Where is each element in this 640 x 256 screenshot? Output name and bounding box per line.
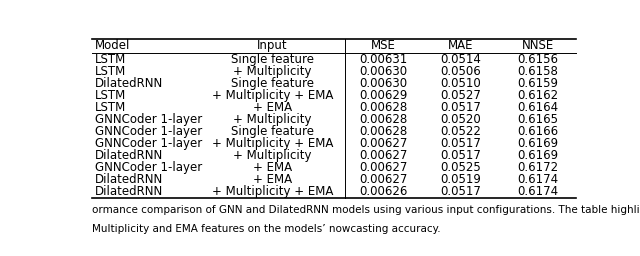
Text: Input: Input	[257, 39, 287, 52]
Text: 0.0506: 0.0506	[440, 65, 481, 78]
Text: Single feature: Single feature	[230, 125, 314, 138]
Text: Single feature: Single feature	[230, 53, 314, 66]
Text: DilatedRNN: DilatedRNN	[95, 77, 163, 90]
Text: 0.00627: 0.00627	[360, 137, 408, 150]
Text: 0.0514: 0.0514	[440, 53, 481, 66]
Text: Single feature: Single feature	[230, 77, 314, 90]
Text: 0.0517: 0.0517	[440, 101, 481, 114]
Text: 0.0525: 0.0525	[440, 161, 481, 174]
Text: LSTM: LSTM	[95, 65, 126, 78]
Text: GNNCoder 1-layer: GNNCoder 1-layer	[95, 137, 202, 150]
Text: + EMA: + EMA	[253, 173, 292, 186]
Text: 0.6165: 0.6165	[517, 113, 558, 126]
Text: 0.00627: 0.00627	[360, 149, 408, 162]
Text: Multiplicity and EMA features on the models’ nowcasting accuracy.: Multiplicity and EMA features on the mod…	[92, 224, 441, 234]
Text: + EMA: + EMA	[253, 101, 292, 114]
Text: + Multiplicity: + Multiplicity	[233, 149, 312, 162]
Text: 0.6156: 0.6156	[517, 53, 558, 66]
Text: GNNCoder 1-layer: GNNCoder 1-layer	[95, 113, 202, 126]
Text: DilatedRNN: DilatedRNN	[95, 173, 163, 186]
Text: + Multiplicity: + Multiplicity	[233, 113, 312, 126]
Text: 0.6166: 0.6166	[517, 125, 558, 138]
Text: 0.00630: 0.00630	[360, 77, 408, 90]
Text: 0.6172: 0.6172	[517, 161, 558, 174]
Text: 0.0517: 0.0517	[440, 149, 481, 162]
Text: 0.0517: 0.0517	[440, 137, 481, 150]
Text: 0.00627: 0.00627	[360, 161, 408, 174]
Text: 0.0520: 0.0520	[440, 113, 481, 126]
Text: MSE: MSE	[371, 39, 396, 52]
Text: 0.00629: 0.00629	[360, 89, 408, 102]
Text: 0.00628: 0.00628	[360, 125, 408, 138]
Text: + Multiplicity: + Multiplicity	[233, 65, 312, 78]
Text: 0.00628: 0.00628	[360, 113, 408, 126]
Text: 0.6164: 0.6164	[517, 101, 558, 114]
Text: GNNCoder 1-layer: GNNCoder 1-layer	[95, 161, 202, 174]
Text: 0.0519: 0.0519	[440, 173, 481, 186]
Text: Model: Model	[95, 39, 131, 52]
Text: 0.00626: 0.00626	[360, 185, 408, 198]
Text: 0.6158: 0.6158	[517, 65, 558, 78]
Text: 0.00631: 0.00631	[360, 53, 408, 66]
Text: 0.6162: 0.6162	[517, 89, 558, 102]
Text: ormance comparison of GNN and DilatedRNN models using various input configuratio: ormance comparison of GNN and DilatedRNN…	[92, 205, 640, 215]
Text: 0.6174: 0.6174	[517, 173, 558, 186]
Text: MAE: MAE	[448, 39, 474, 52]
Text: + EMA: + EMA	[253, 161, 292, 174]
Text: 0.0522: 0.0522	[440, 125, 481, 138]
Text: DilatedRNN: DilatedRNN	[95, 185, 163, 198]
Text: 0.0527: 0.0527	[440, 89, 481, 102]
Text: LSTM: LSTM	[95, 53, 126, 66]
Text: 0.6174: 0.6174	[517, 185, 558, 198]
Text: 0.6169: 0.6169	[517, 149, 558, 162]
Text: 0.00628: 0.00628	[360, 101, 408, 114]
Text: 0.6159: 0.6159	[517, 77, 558, 90]
Text: 0.0510: 0.0510	[440, 77, 481, 90]
Text: LSTM: LSTM	[95, 101, 126, 114]
Text: 0.00627: 0.00627	[360, 173, 408, 186]
Text: + Multiplicity + EMA: + Multiplicity + EMA	[211, 89, 333, 102]
Text: 0.00630: 0.00630	[360, 65, 408, 78]
Text: NNSE: NNSE	[522, 39, 554, 52]
Text: GNNCoder 1-layer: GNNCoder 1-layer	[95, 125, 202, 138]
Text: DilatedRNN: DilatedRNN	[95, 149, 163, 162]
Text: 0.6169: 0.6169	[517, 137, 558, 150]
Text: + Multiplicity + EMA: + Multiplicity + EMA	[211, 137, 333, 150]
Text: 0.0517: 0.0517	[440, 185, 481, 198]
Text: + Multiplicity + EMA: + Multiplicity + EMA	[211, 185, 333, 198]
Text: LSTM: LSTM	[95, 89, 126, 102]
